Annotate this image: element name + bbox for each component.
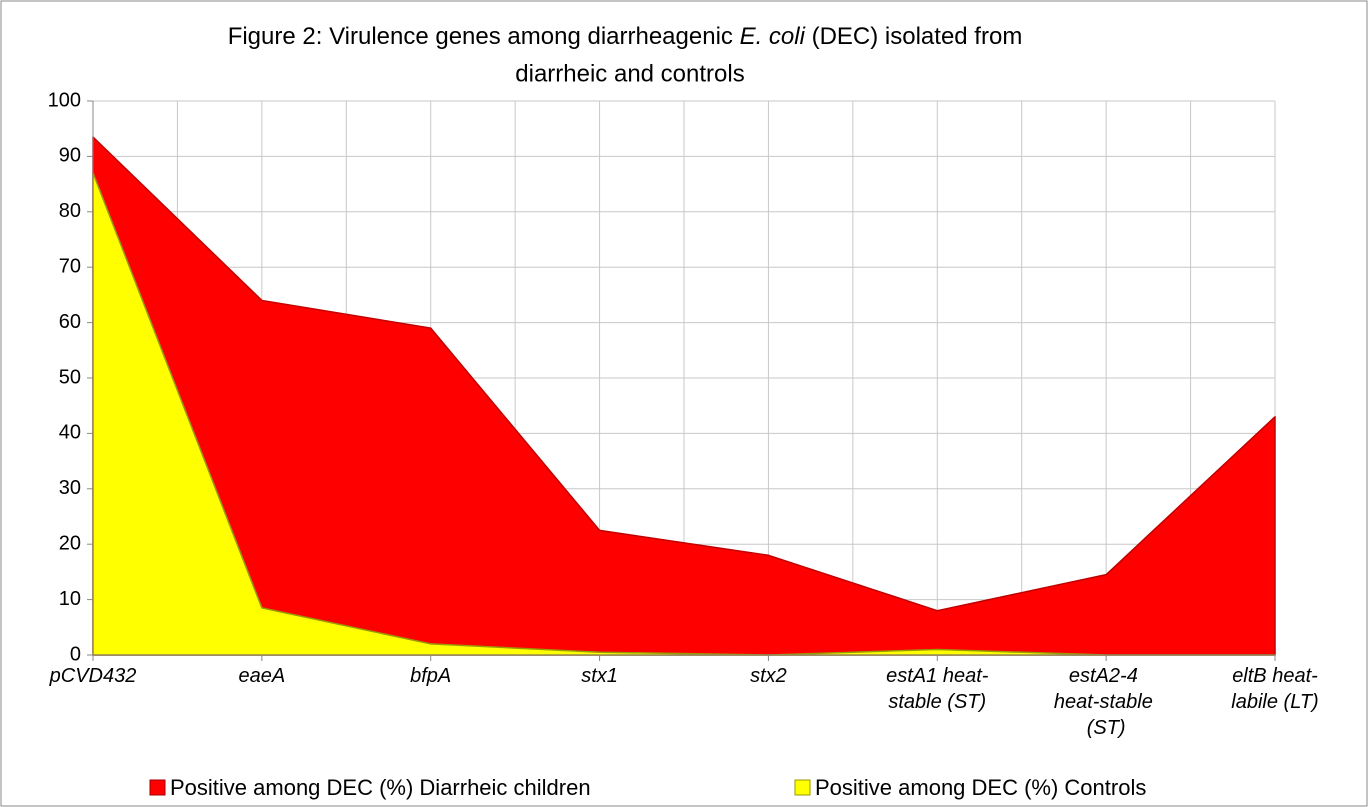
x-tick-label: estA2-4 heat-stable (ST) [1054,665,1159,739]
x-tick-label-line: estA1 heat- [886,665,989,687]
x-tick-label-line: bfpA [410,665,451,687]
x-tick-label-line: labile (LT) [1231,691,1318,713]
x-tick-label: estA1 heat-stable (ST) [886,665,989,713]
chart-title: Figure 2: Virulence genes among diarrhea… [228,23,1023,50]
x-tick-label: eaeA [238,665,285,687]
y-tick-label: 30 [59,477,81,499]
y-tick-label: 20 [59,532,81,554]
chart-title: diarrheic and controls [515,60,744,87]
x-tick-label-line: stx2 [750,665,787,687]
title-part: (DEC) isolated from [805,23,1022,50]
y-tick-label: 100 [48,89,81,111]
x-tick-label-line: eaeA [238,665,285,687]
x-tick-label-line: eltB heat- [1232,665,1318,687]
x-tick-label-line: estA2-4 [1069,665,1143,687]
x-tick-label-line: stx1 [581,665,618,687]
y-tick-label: 80 [59,200,81,222]
legend-label: Positive among DEC (%) Diarrheic childre… [170,775,591,800]
x-tick-label-line: pCVD432 [49,665,137,687]
x-tick-label: stx1 [581,665,618,687]
legend-swatch [794,779,811,796]
y-tick-label: 50 [59,366,81,388]
x-tick-label-line: stable (ST) [888,691,986,713]
title-part: E. coli [740,23,806,50]
y-tick-label: 40 [59,422,81,444]
x-tick-label-line: heat-stable [1054,691,1159,713]
legend-swatch [149,779,166,796]
x-tick-label: eltB heat-labile (LT) [1231,665,1318,713]
x-tick-label: bfpA [410,665,451,687]
x-tick-label-line: (ST) [1087,717,1126,739]
legend-label: Positive among DEC (%) Controls [815,775,1146,800]
y-tick-label: 70 [59,255,81,277]
y-tick-label: 0 [70,643,81,665]
y-tick-label: 10 [59,588,81,610]
y-tick-label: 90 [59,145,81,167]
title-part: Figure 2: Virulence genes among diarrhea… [228,23,740,50]
x-tick-label: stx2 [750,665,787,687]
y-tick-label: 60 [59,311,81,333]
x-tick-label: pCVD432 [49,665,137,687]
